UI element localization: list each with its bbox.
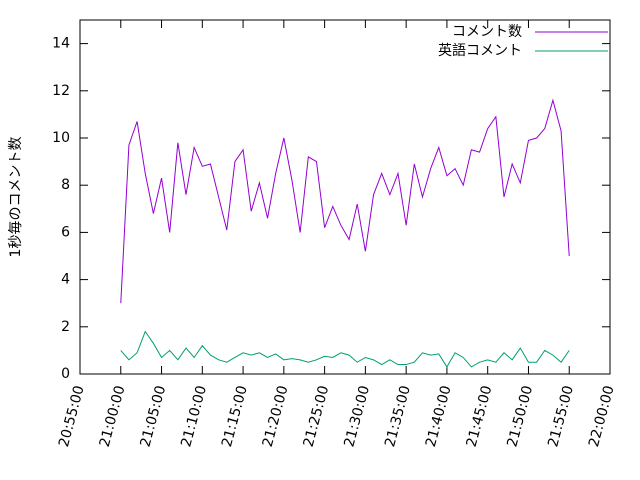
line-series bbox=[120, 330, 570, 368]
y-tick-label: 12 bbox=[52, 83, 70, 99]
y-tick-label: 0 bbox=[61, 366, 70, 382]
y-tick-label: 8 bbox=[61, 177, 70, 193]
plot-border bbox=[79, 19, 611, 375]
y-tick-label: 10 bbox=[52, 130, 70, 146]
y-tick-label: 6 bbox=[61, 224, 70, 240]
y-tick-label: 4 bbox=[61, 272, 70, 288]
legend-label: コメント数 bbox=[452, 24, 522, 40]
y-tick-label: 2 bbox=[61, 319, 70, 335]
line-series bbox=[120, 98, 570, 304]
y-tick-label: 14 bbox=[52, 36, 70, 52]
y-axis-label: 1秒毎のコメント数 bbox=[8, 137, 24, 258]
legend-label: 英語コメント bbox=[438, 42, 522, 59]
